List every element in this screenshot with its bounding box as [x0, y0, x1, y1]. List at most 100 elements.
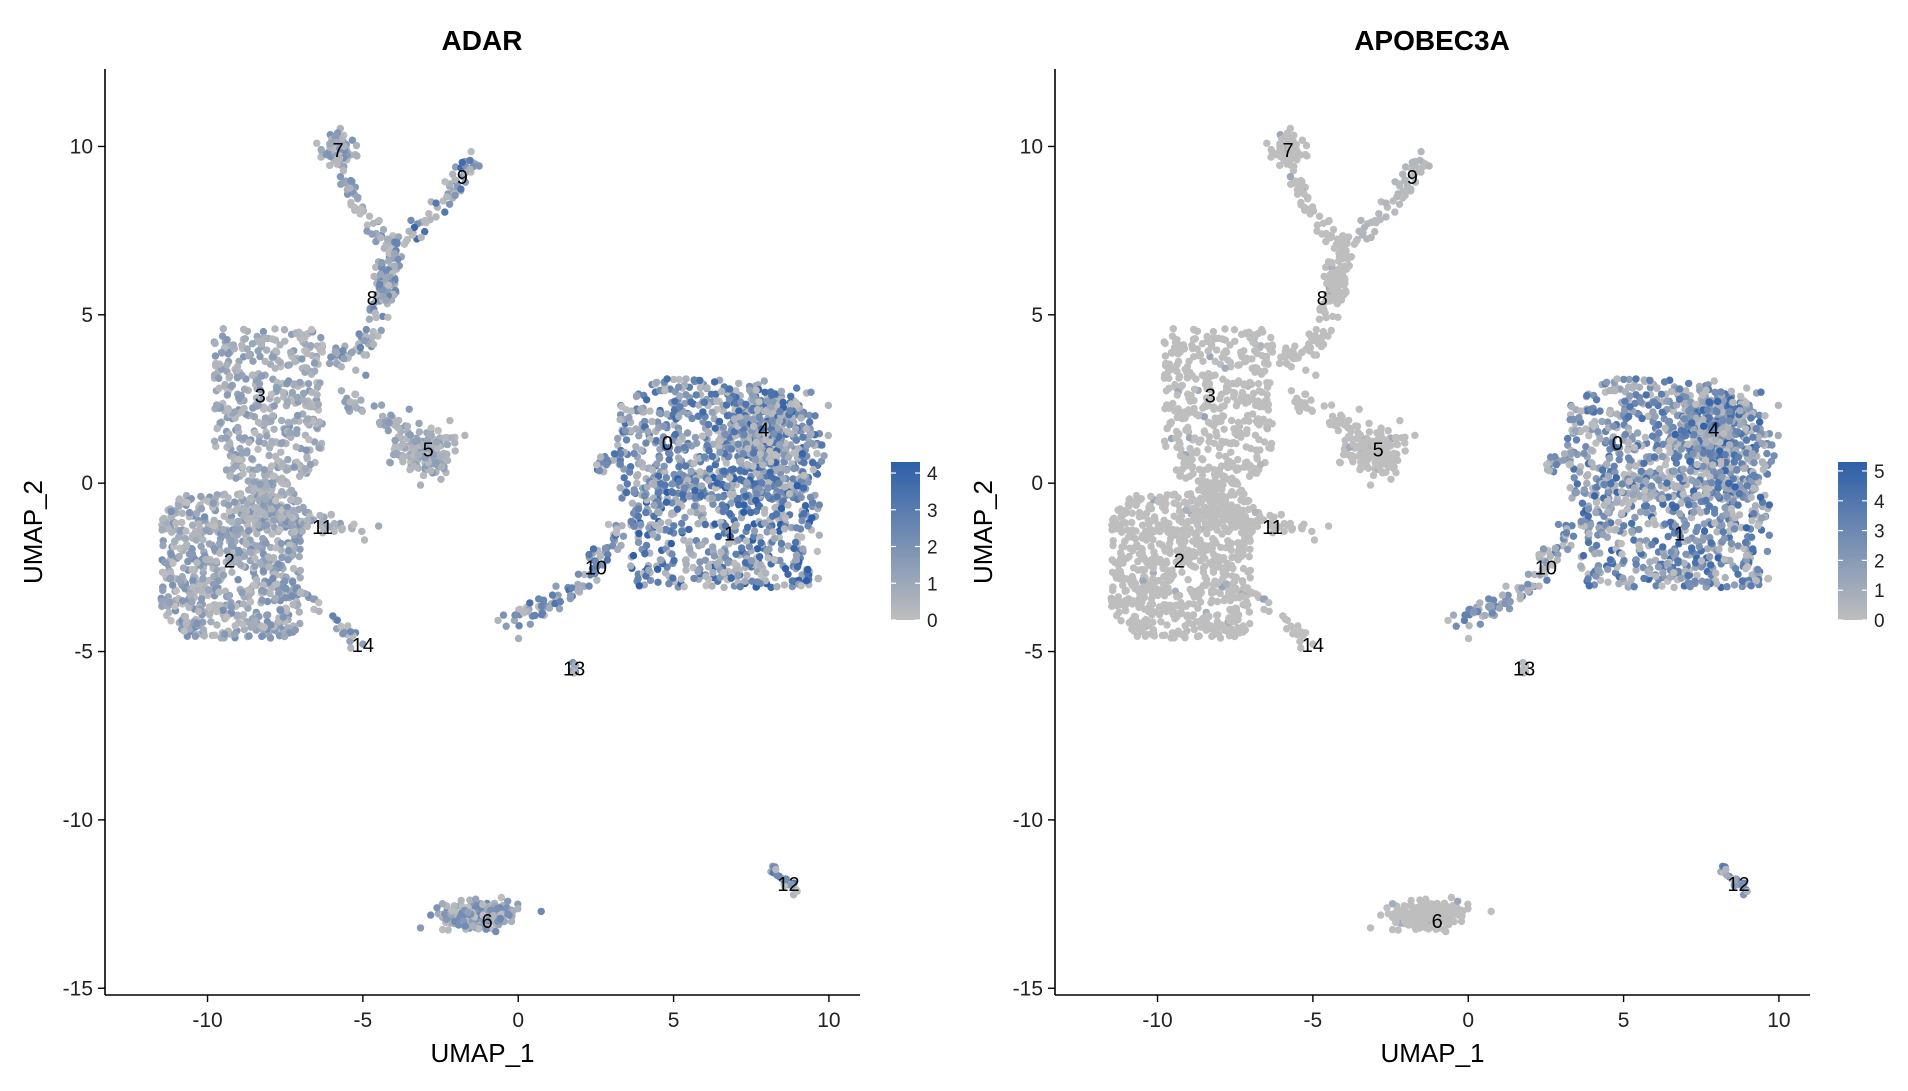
cell-point — [1604, 566, 1611, 573]
cell-point — [213, 403, 220, 410]
cell-point — [497, 915, 504, 922]
cell-point — [297, 567, 304, 574]
cell-point — [221, 513, 228, 520]
cell-point — [302, 465, 309, 472]
cluster-label-12: 12 — [777, 874, 799, 896]
cell-point — [293, 330, 300, 337]
cell-point — [735, 407, 742, 414]
cell-point — [339, 347, 346, 354]
cell-point — [653, 379, 660, 386]
cell-point — [698, 482, 705, 489]
cell-point — [231, 631, 238, 638]
cell-point — [1719, 417, 1726, 424]
cell-point — [1668, 388, 1675, 395]
cluster-label-1: 1 — [724, 524, 735, 546]
cell-point — [793, 384, 800, 391]
cell-point — [234, 424, 241, 431]
cell-point — [696, 558, 703, 565]
cell-point — [684, 429, 691, 436]
cell-point — [297, 588, 304, 595]
cell-point — [728, 575, 735, 582]
cell-point — [605, 521, 612, 528]
cell-point — [716, 449, 723, 456]
cell-point — [446, 417, 453, 424]
cell-point — [1580, 552, 1587, 559]
cell-point — [1649, 408, 1656, 415]
cell-point — [1685, 441, 1692, 448]
y-tick-label: 0 — [81, 472, 93, 495]
cell-point — [783, 467, 790, 474]
cell-point — [656, 455, 663, 462]
cell-point — [633, 480, 640, 487]
cell-point — [261, 466, 268, 473]
cell-point — [773, 510, 780, 517]
cell-point — [363, 227, 370, 234]
cell-point — [421, 217, 428, 224]
cell-point — [270, 517, 277, 524]
cell-point — [461, 432, 468, 439]
cell-point — [212, 362, 219, 369]
cell-point — [230, 341, 237, 348]
cell-point — [538, 602, 545, 609]
cell-point — [825, 402, 832, 409]
cell-point — [1750, 459, 1757, 466]
cell-point — [269, 335, 276, 342]
cell-point — [371, 273, 378, 280]
cell-point — [622, 427, 629, 434]
cell-point — [1682, 551, 1689, 558]
cell-point — [296, 553, 303, 560]
cell-point — [709, 409, 716, 416]
cell-point — [316, 418, 323, 425]
cell-point — [794, 482, 801, 489]
cell-point — [720, 584, 727, 591]
cell-point — [706, 465, 713, 472]
cell-point — [627, 562, 634, 569]
cell-point — [1625, 463, 1632, 470]
cell-point — [693, 391, 700, 398]
cell-point — [686, 545, 693, 552]
cell-point — [743, 537, 750, 544]
cell-point — [676, 392, 683, 399]
cell-point — [1766, 532, 1773, 539]
cell-point — [825, 432, 832, 439]
cell-point — [681, 444, 688, 451]
cell-point — [380, 226, 387, 233]
cell-point — [1655, 430, 1662, 437]
cell-point — [382, 274, 389, 281]
cell-point — [1613, 375, 1620, 382]
cell-point — [800, 510, 807, 517]
cell-point — [1736, 407, 1743, 414]
cell-point — [696, 468, 703, 475]
cell-point — [1750, 472, 1757, 479]
cell-point — [1701, 527, 1708, 534]
cell-point — [574, 587, 581, 594]
cell-point — [820, 452, 827, 459]
cell-point — [391, 250, 398, 257]
cell-point — [635, 513, 642, 520]
cell-point — [272, 453, 279, 460]
cell-point — [1632, 462, 1639, 469]
cluster-label-9: 9 — [457, 167, 468, 189]
cell-point — [1573, 489, 1580, 496]
cell-point — [611, 450, 618, 457]
cell-point — [626, 468, 633, 475]
cell-point — [1640, 460, 1647, 467]
cell-point — [441, 208, 448, 215]
cell-point — [176, 495, 183, 502]
cell-point — [226, 592, 233, 599]
cell-point — [1775, 432, 1782, 439]
cell-point — [315, 599, 322, 606]
cell-point — [221, 630, 228, 637]
cell-point — [213, 558, 220, 565]
cell-point — [175, 553, 182, 560]
cell-point — [168, 508, 175, 515]
cell-point — [235, 395, 242, 402]
cell-point — [656, 526, 663, 533]
cell-point — [781, 525, 788, 532]
cell-point — [214, 577, 221, 584]
cell-point — [804, 566, 811, 573]
cell-point — [494, 617, 501, 624]
cell-point — [1703, 386, 1710, 393]
cell-point — [762, 570, 769, 577]
cell-point — [682, 391, 689, 398]
